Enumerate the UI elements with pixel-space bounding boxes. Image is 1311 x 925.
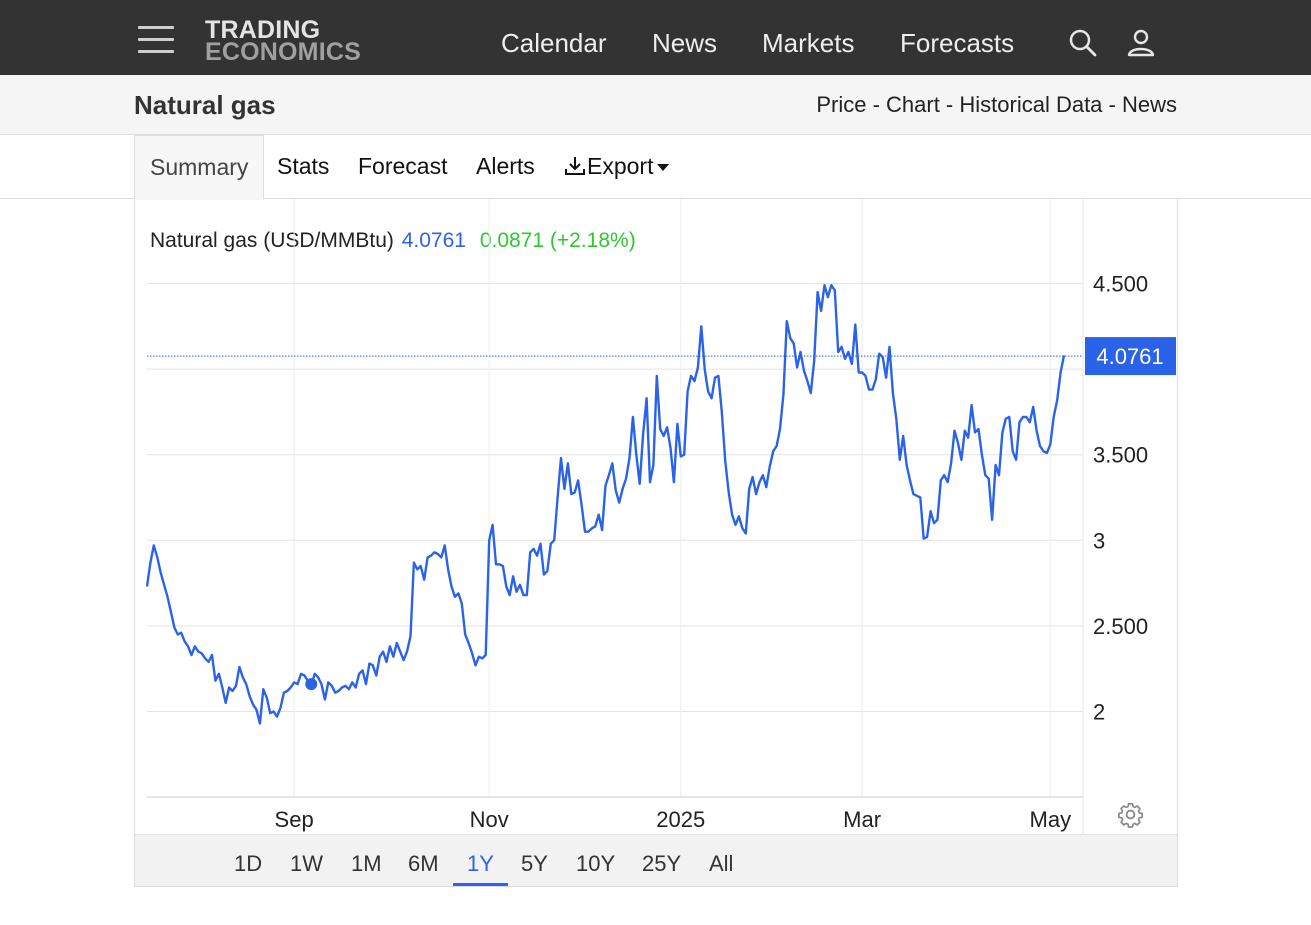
link-price[interactable]: Price: [816, 92, 867, 117]
range-6m[interactable]: 6M: [408, 851, 439, 876]
nav-news[interactable]: News: [652, 28, 718, 58]
range-all[interactable]: All: [709, 851, 734, 876]
range-5y[interactable]: 5Y: [521, 851, 548, 876]
nav-calendar[interactable]: Calendar: [501, 28, 607, 58]
tab-stats[interactable]: Stats: [277, 153, 330, 179]
link-historical-data[interactable]: Historical Data: [959, 92, 1103, 117]
page-title: Natural gas: [134, 90, 276, 120]
link-separator: -: [1102, 92, 1122, 117]
download-icon: [565, 157, 585, 175]
range-25y[interactable]: 25Y: [642, 851, 682, 876]
range-1y[interactable]: 1Y: [467, 851, 494, 876]
chart-legend: Natural gas (USD/MMBtu) 4.0761 0.0871 (+…: [150, 229, 636, 253]
tab-alerts[interactable]: Alerts: [476, 153, 535, 179]
top-navbar: TRADING ECONOMICS Calendar News Markets …: [0, 0, 1311, 75]
link-separator: -: [939, 92, 960, 117]
range-1w[interactable]: 1W: [290, 851, 323, 876]
chart-tabs: Summary Stats Forecast Alerts Export: [0, 135, 1311, 200]
link-separator: -: [866, 92, 887, 117]
nav-forecasts[interactable]: Forecasts: [900, 28, 1015, 58]
search-icon[interactable]: [1068, 28, 1098, 58]
active-range-indicator: [453, 883, 508, 886]
gear-icon[interactable]: [1117, 801, 1144, 828]
range-1d[interactable]: 1D: [234, 851, 263, 876]
range-10y[interactable]: 10Y: [576, 851, 616, 876]
tab-summary[interactable]: Summary: [134, 135, 265, 200]
section-links: Price - Chart - Historical Data - News: [816, 92, 1177, 118]
chart-panel: [134, 199, 1178, 887]
legend-change-pct: (+2.18%): [549, 229, 636, 252]
export-label: Export: [587, 153, 654, 179]
site-logo[interactable]: TRADING ECONOMICS: [205, 16, 361, 66]
link-news[interactable]: News: [1121, 92, 1177, 117]
link-chart[interactable]: Chart: [886, 92, 940, 117]
legend-change: 0.0871: [479, 229, 545, 252]
legend-price: 4.0761: [401, 229, 466, 252]
tab-export[interactable]: Export: [563, 135, 670, 199]
tab-forecast[interactable]: Forecast: [358, 153, 448, 179]
logo-line-1: TRADING: [205, 16, 321, 44]
range-1m[interactable]: 1M: [351, 851, 382, 876]
menu-icon[interactable]: [138, 26, 174, 56]
nav-markets[interactable]: Markets: [762, 28, 855, 58]
page-header: Natural gas Price - Chart - Historical D…: [0, 75, 1311, 135]
logo-line-2: ECONOMICS: [205, 38, 361, 66]
legend-series-name: Natural gas (USD/MMBtu): [150, 229, 394, 252]
user-icon[interactable]: [1126, 28, 1156, 58]
caret-down-icon: [657, 164, 670, 171]
range-selector: 1D 1W 1M 6M 1Y 5Y 10Y 25Y All: [135, 834, 1177, 886]
